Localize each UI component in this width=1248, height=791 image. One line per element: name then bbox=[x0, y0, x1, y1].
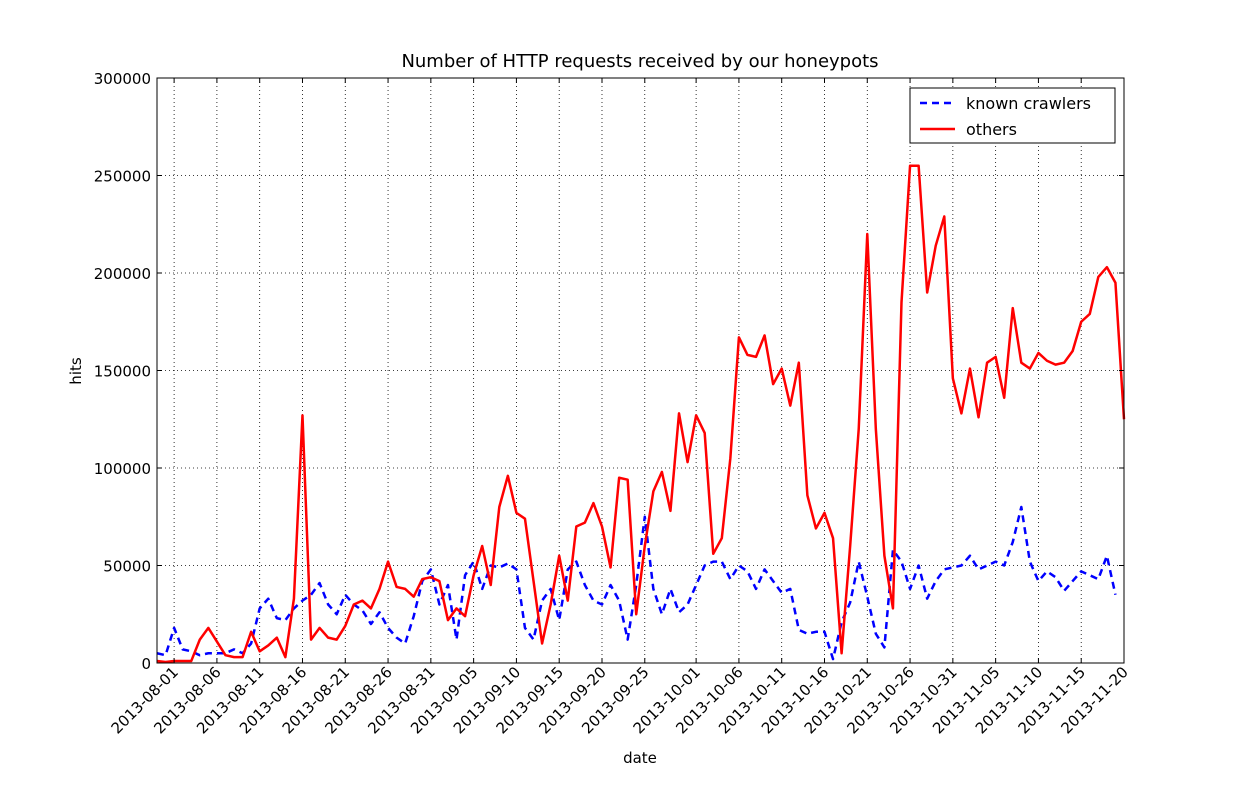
legend-others-label: others bbox=[966, 120, 1017, 139]
series-line-known-crawlers bbox=[157, 507, 1115, 659]
y-tick-label: 250000 bbox=[94, 168, 151, 186]
y-tick-label: 300000 bbox=[94, 70, 151, 88]
y-tick-label: 50000 bbox=[103, 558, 151, 576]
y-tick-label: 100000 bbox=[94, 460, 151, 478]
y-tick-label: 200000 bbox=[94, 265, 151, 283]
legend: known crawlers others bbox=[910, 88, 1115, 143]
legend-crawlers-label: known crawlers bbox=[966, 94, 1091, 113]
chart-title: Number of HTTP requests received by our … bbox=[401, 51, 878, 72]
y-tick-label: 150000 bbox=[94, 363, 151, 381]
series-line-others bbox=[157, 166, 1124, 662]
series-layer bbox=[157, 166, 1124, 662]
y-axis-label: hits bbox=[67, 357, 85, 385]
x-axis: 2013-08-012013-08-062013-08-112013-08-16… bbox=[108, 78, 1132, 737]
y-tick-label: 0 bbox=[141, 655, 151, 673]
x-axis-label: date bbox=[623, 749, 657, 767]
